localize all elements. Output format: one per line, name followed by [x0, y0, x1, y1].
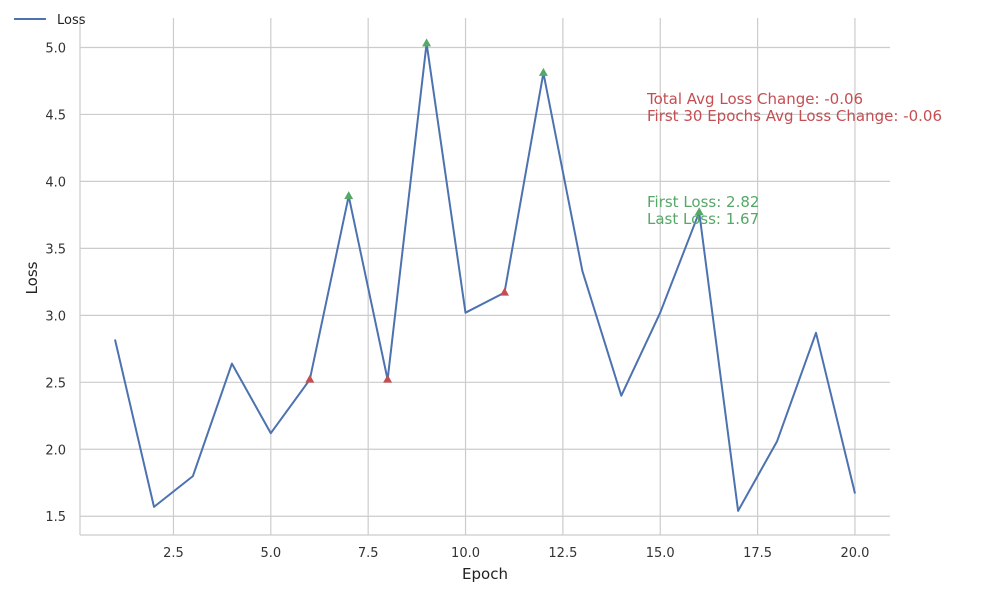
- series-group: [114, 42, 856, 512]
- y-tick-labels: 1.5 2.0 2.5 3.0 3.5 4.0 4.5 5.0: [45, 41, 66, 525]
- y-tick-label: 1.5: [45, 510, 66, 525]
- x-tick-label: 17.5: [743, 546, 772, 561]
- y-tick-label: 4.5: [45, 108, 66, 123]
- trough-marker: [383, 374, 393, 383]
- x-tick-label: 12.5: [548, 546, 577, 561]
- y-tick-label: 2.5: [45, 376, 66, 391]
- x-tick-labels: 2.5 5.0 7.5 10.0 12.5 15.0 17.5 20.0: [163, 546, 869, 561]
- peak-marker: [344, 191, 354, 200]
- x-tick-label: 10.0: [451, 546, 480, 561]
- axes: [79, 18, 890, 536]
- y-axis-label: Loss: [23, 261, 41, 294]
- annotation-total-avg-change: Total Avg Loss Change: -0.06: [646, 90, 863, 108]
- annotation-last-loss: Last Loss: 1.67: [647, 210, 759, 228]
- y-tick-label: 5.0: [45, 41, 66, 56]
- y-tick-label: 3.5: [45, 242, 66, 257]
- trough-marker: [500, 287, 509, 296]
- x-tick-label: 20.0: [840, 546, 869, 561]
- legend-label-loss: Loss: [57, 13, 86, 28]
- series-line-loss: [114, 42, 856, 512]
- y-tick-label: 2.0: [45, 443, 66, 458]
- y-tick-label: 3.0: [45, 309, 66, 324]
- legend: Loss: [14, 13, 86, 28]
- x-tick-label: 7.5: [358, 546, 379, 561]
- peak-marker: [694, 207, 704, 216]
- x-tick-label: 15.0: [646, 546, 675, 561]
- x-axis-label: Epoch: [462, 565, 508, 583]
- trough-marker: [305, 374, 315, 383]
- x-tick-label: 2.5: [163, 546, 184, 561]
- peak-marker: [422, 38, 432, 47]
- y-tick-label: 4.0: [45, 175, 66, 190]
- annotation-first-30-avg-change: First 30 Epochs Avg Loss Change: -0.06: [647, 107, 942, 125]
- grid: [80, 18, 890, 535]
- annotation-first-loss: First Loss: 2.82: [647, 193, 759, 211]
- peak-marker: [538, 67, 548, 76]
- annotations: Total Avg Loss Change: -0.06 First 30 Ep…: [646, 90, 942, 228]
- marker-group: [305, 38, 704, 383]
- x-tick-label: 5.0: [260, 546, 281, 561]
